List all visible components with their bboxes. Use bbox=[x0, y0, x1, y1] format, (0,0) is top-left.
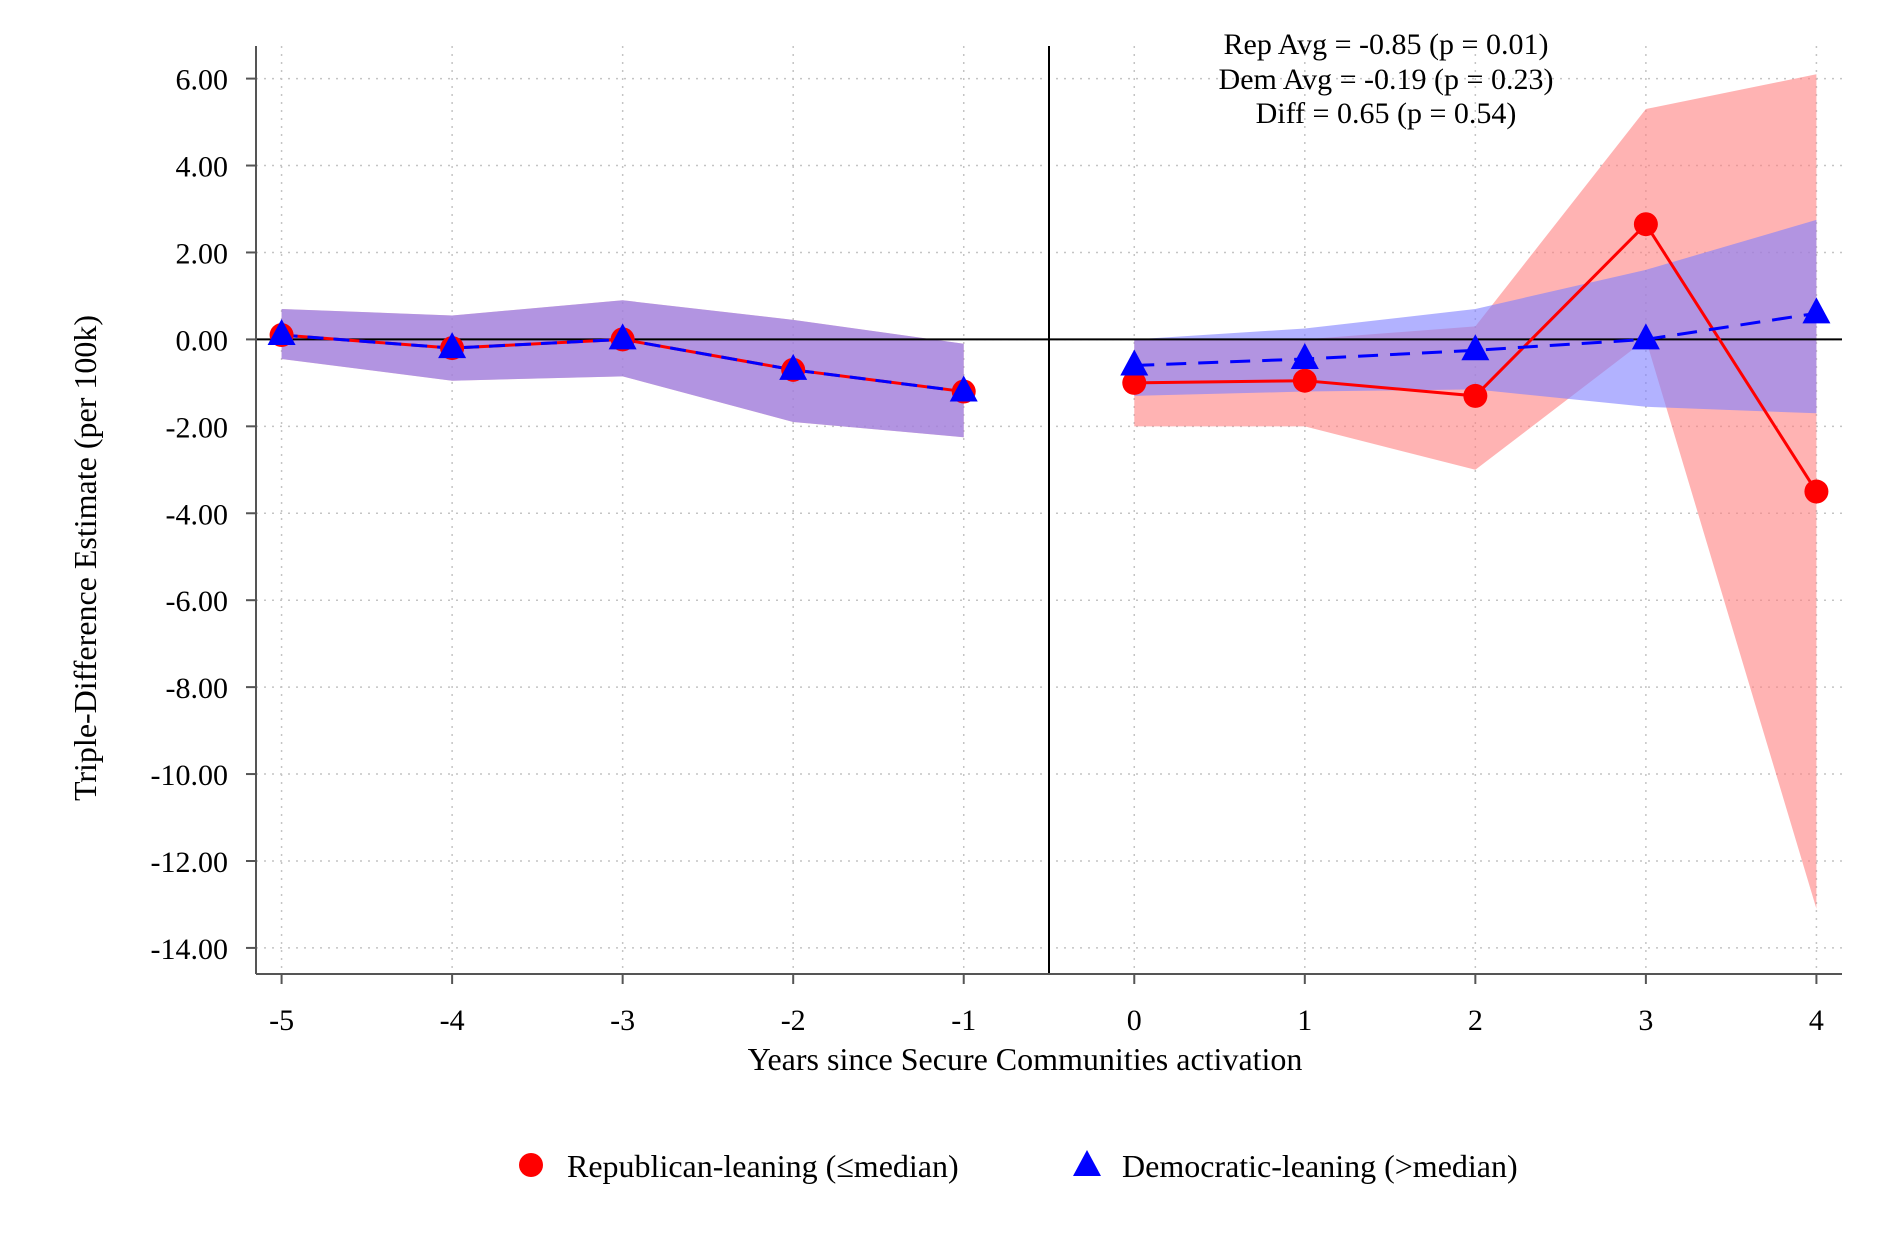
x-tick-label: -3 bbox=[610, 1004, 635, 1037]
x-tick-label: -5 bbox=[269, 1004, 294, 1037]
y-tick-label: 4.00 bbox=[176, 151, 229, 184]
y-tick-label: -4.00 bbox=[166, 498, 229, 531]
marker-republican bbox=[1122, 370, 1147, 395]
marker-democratic bbox=[267, 319, 296, 346]
marker-democratic bbox=[949, 375, 978, 402]
annotation-diff: Diff = 0.65 (p = 0.54) bbox=[1256, 97, 1517, 130]
y-tick-label: -12.00 bbox=[151, 846, 229, 879]
x-tick-label: -1 bbox=[951, 1004, 976, 1037]
annotation-dem-avg: Dem Avg = -0.19 (p = 0.23) bbox=[1219, 63, 1554, 96]
legend-label-republican: Republican-leaning (≤median) bbox=[567, 1148, 959, 1184]
marker-democratic bbox=[608, 323, 637, 350]
legend-label-democratic: Democratic-leaning (>median) bbox=[1122, 1148, 1518, 1184]
x-tick-labels: -5 -4 -3 -2 -1 0 1 2 3 4 bbox=[269, 1004, 1824, 1037]
y-tick-label: 6.00 bbox=[176, 64, 229, 97]
y-tick-label: 2.00 bbox=[176, 237, 229, 270]
marker-republican bbox=[1463, 383, 1488, 408]
legend-marker-republican bbox=[519, 1153, 543, 1177]
y-tick-label: -14.00 bbox=[151, 933, 229, 966]
y-tick-label: -8.00 bbox=[166, 672, 229, 705]
x-tick-label: -2 bbox=[781, 1004, 806, 1037]
band-pre-democratic bbox=[281, 300, 964, 438]
legend: Republican-leaning (≤median) Democratic-… bbox=[519, 1148, 1518, 1184]
marker-democratic bbox=[1631, 323, 1660, 350]
y-tick-label: 0.00 bbox=[176, 324, 229, 357]
line-post-democratic bbox=[1134, 311, 1817, 367]
marker-democratic bbox=[438, 332, 467, 359]
y-tick-label: -10.00 bbox=[151, 759, 229, 792]
series-markers bbox=[267, 212, 1831, 504]
marker-republican bbox=[1804, 479, 1829, 504]
reference-lines bbox=[256, 46, 1842, 974]
x-tick-label: 1 bbox=[1297, 1004, 1312, 1037]
y-tick-label: -2.00 bbox=[166, 411, 229, 444]
x-tick-label: 0 bbox=[1127, 1004, 1142, 1037]
y-tick-labels: 6.00 4.00 2.00 0.00 -2.00 -4.00 -6.00 -8.00 -10.… bbox=[151, 64, 229, 966]
marker-democratic bbox=[1120, 349, 1149, 376]
marker-democratic bbox=[1802, 297, 1831, 324]
axes bbox=[246, 46, 1842, 984]
marker-republican bbox=[1292, 368, 1317, 393]
legend-marker-democratic bbox=[1073, 1150, 1101, 1176]
marker-democratic bbox=[1461, 334, 1490, 361]
marker-democratic bbox=[779, 353, 808, 380]
x-tick-label: -4 bbox=[440, 1004, 465, 1037]
y-axis-title: Triple-Difference Estimate (per 100k) bbox=[67, 315, 103, 801]
marker-republican bbox=[1633, 212, 1658, 237]
annotation-rep-avg: Rep Avg = -0.85 (p = 0.01) bbox=[1224, 28, 1549, 61]
x-tick-label: 2 bbox=[1468, 1004, 1483, 1037]
y-tick-label: -6.00 bbox=[166, 585, 229, 618]
x-axis-title: Years since Secure Communities activatio… bbox=[748, 1041, 1303, 1077]
marker-democratic bbox=[1290, 342, 1319, 369]
x-tick-label: 3 bbox=[1638, 1004, 1653, 1037]
x-tick-label: 4 bbox=[1809, 1004, 1824, 1037]
